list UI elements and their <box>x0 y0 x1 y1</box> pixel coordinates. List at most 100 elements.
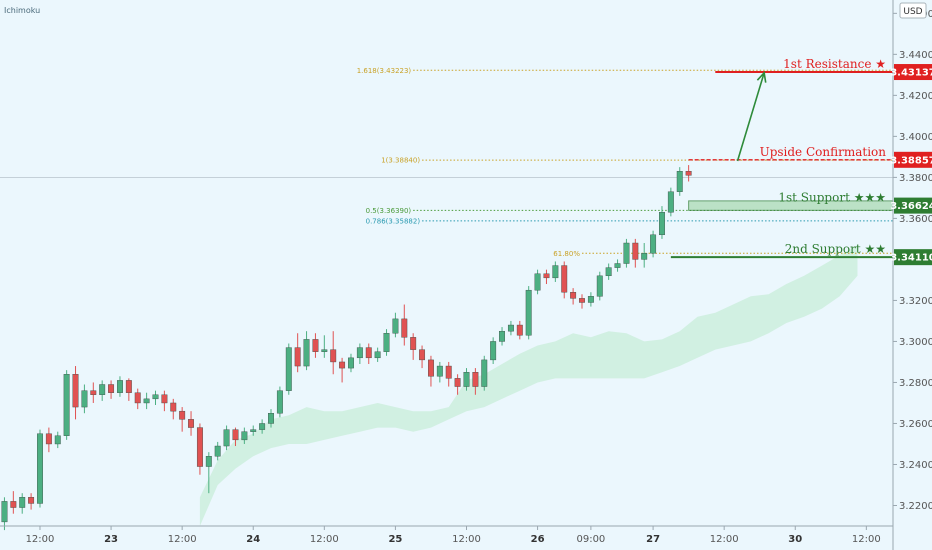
candle-body[interactable] <box>1 501 8 523</box>
candle-body[interactable] <box>250 429 257 432</box>
candle[interactable] <box>614 259 621 272</box>
candle[interactable] <box>650 230 657 258</box>
candle[interactable] <box>339 357 346 383</box>
candle-body[interactable] <box>365 347 372 359</box>
candle-body[interactable] <box>481 359 488 387</box>
candle[interactable] <box>685 165 692 182</box>
candle-body[interactable] <box>312 339 319 352</box>
candle-body[interactable] <box>223 429 230 447</box>
candle[interactable] <box>543 269 550 285</box>
candle[interactable] <box>259 419 266 434</box>
currency-button[interactable]: USD <box>899 2 927 19</box>
candle[interactable] <box>552 261 559 282</box>
candle[interactable] <box>516 320 523 340</box>
candle-body[interactable] <box>428 359 434 377</box>
candle-body[interactable] <box>596 275 603 297</box>
candle[interactable] <box>570 288 577 305</box>
candle-body[interactable] <box>650 234 657 254</box>
candle-body[interactable] <box>99 384 106 395</box>
candle-body[interactable] <box>205 456 212 467</box>
candle[interactable] <box>472 368 479 395</box>
candle[interactable] <box>365 343 372 364</box>
candle[interactable] <box>330 331 337 375</box>
candle[interactable] <box>561 261 568 299</box>
candle-body[interactable] <box>641 253 648 260</box>
candle-body[interactable] <box>45 433 52 445</box>
candle[interactable] <box>125 378 132 401</box>
candle-body[interactable] <box>125 380 132 393</box>
candle[interactable] <box>490 337 497 364</box>
candle-body[interactable] <box>28 497 35 504</box>
candle[interactable] <box>214 441 221 461</box>
candle[interactable] <box>276 386 283 418</box>
candle[interactable] <box>507 320 514 336</box>
candle[interactable] <box>81 384 88 414</box>
candle-body[interactable] <box>445 365 452 379</box>
candle[interactable] <box>579 294 585 309</box>
candle[interactable] <box>428 355 434 387</box>
candle[interactable] <box>152 390 159 406</box>
candle[interactable] <box>454 374 461 395</box>
candle-body[interactable] <box>152 394 159 400</box>
candle-body[interactable] <box>63 374 70 436</box>
candle-body[interactable] <box>72 374 79 408</box>
candle[interactable] <box>19 493 26 514</box>
candle[interactable] <box>659 206 665 239</box>
candle-body[interactable] <box>401 318 408 338</box>
candle-body[interactable] <box>463 372 470 387</box>
candle-body[interactable] <box>623 242 630 264</box>
candle[interactable] <box>445 361 452 387</box>
candle[interactable] <box>196 423 203 475</box>
candle[interactable] <box>383 329 390 356</box>
candle[interactable] <box>161 390 168 412</box>
candle[interactable] <box>534 269 541 295</box>
candle-body[interactable] <box>472 372 479 387</box>
time-axis[interactable]: 12:00 23 12:00 24 12:00 25 12:00 26 09:00 27 12:00… <box>26 526 881 545</box>
candle[interactable] <box>285 343 292 395</box>
candle-body[interactable] <box>19 497 26 508</box>
candle-body[interactable] <box>214 445 221 457</box>
candle[interactable] <box>63 370 70 440</box>
candle[interactable] <box>392 312 399 338</box>
candle-body[interactable] <box>454 378 461 387</box>
candle[interactable] <box>116 376 123 397</box>
candle[interactable] <box>108 380 115 399</box>
candle[interactable] <box>463 368 470 391</box>
candle-body[interactable] <box>108 384 115 393</box>
candle-body[interactable] <box>188 419 194 428</box>
candle-body[interactable] <box>241 431 248 441</box>
candle-body[interactable] <box>561 265 568 293</box>
currency-label[interactable]: USD <box>903 7 922 17</box>
candle-body[interactable] <box>436 365 443 377</box>
candle-body[interactable] <box>525 289 532 336</box>
currency-button-box[interactable] <box>899 2 927 19</box>
candle-body[interactable] <box>196 427 203 467</box>
candle-body[interactable] <box>676 171 683 192</box>
candle-body[interactable] <box>54 435 61 445</box>
candle-body[interactable] <box>321 349 328 352</box>
candle-body[interactable] <box>294 347 301 367</box>
candle-body[interactable] <box>614 263 621 268</box>
candle-body[interactable] <box>232 429 239 441</box>
candle-body[interactable] <box>632 242 639 260</box>
candle-body[interactable] <box>374 351 381 359</box>
candle[interactable] <box>205 452 212 494</box>
candle-body[interactable] <box>339 361 346 369</box>
candle-body[interactable] <box>534 273 541 291</box>
candle-body[interactable] <box>81 390 88 408</box>
candle[interactable] <box>436 361 443 383</box>
candle[interactable] <box>72 366 79 420</box>
candle[interactable] <box>596 271 603 301</box>
candle[interactable] <box>134 388 141 410</box>
candle[interactable] <box>223 425 230 451</box>
candle-body[interactable] <box>392 318 399 334</box>
candle[interactable] <box>499 327 505 346</box>
candle[interactable] <box>54 431 61 449</box>
candle[interactable] <box>348 353 354 373</box>
candlesticks[interactable] <box>1 165 692 531</box>
candle[interactable] <box>90 382 97 403</box>
candle[interactable] <box>374 347 381 362</box>
candle[interactable] <box>99 380 106 401</box>
candle[interactable] <box>481 355 488 391</box>
candle-body[interactable] <box>419 349 426 361</box>
